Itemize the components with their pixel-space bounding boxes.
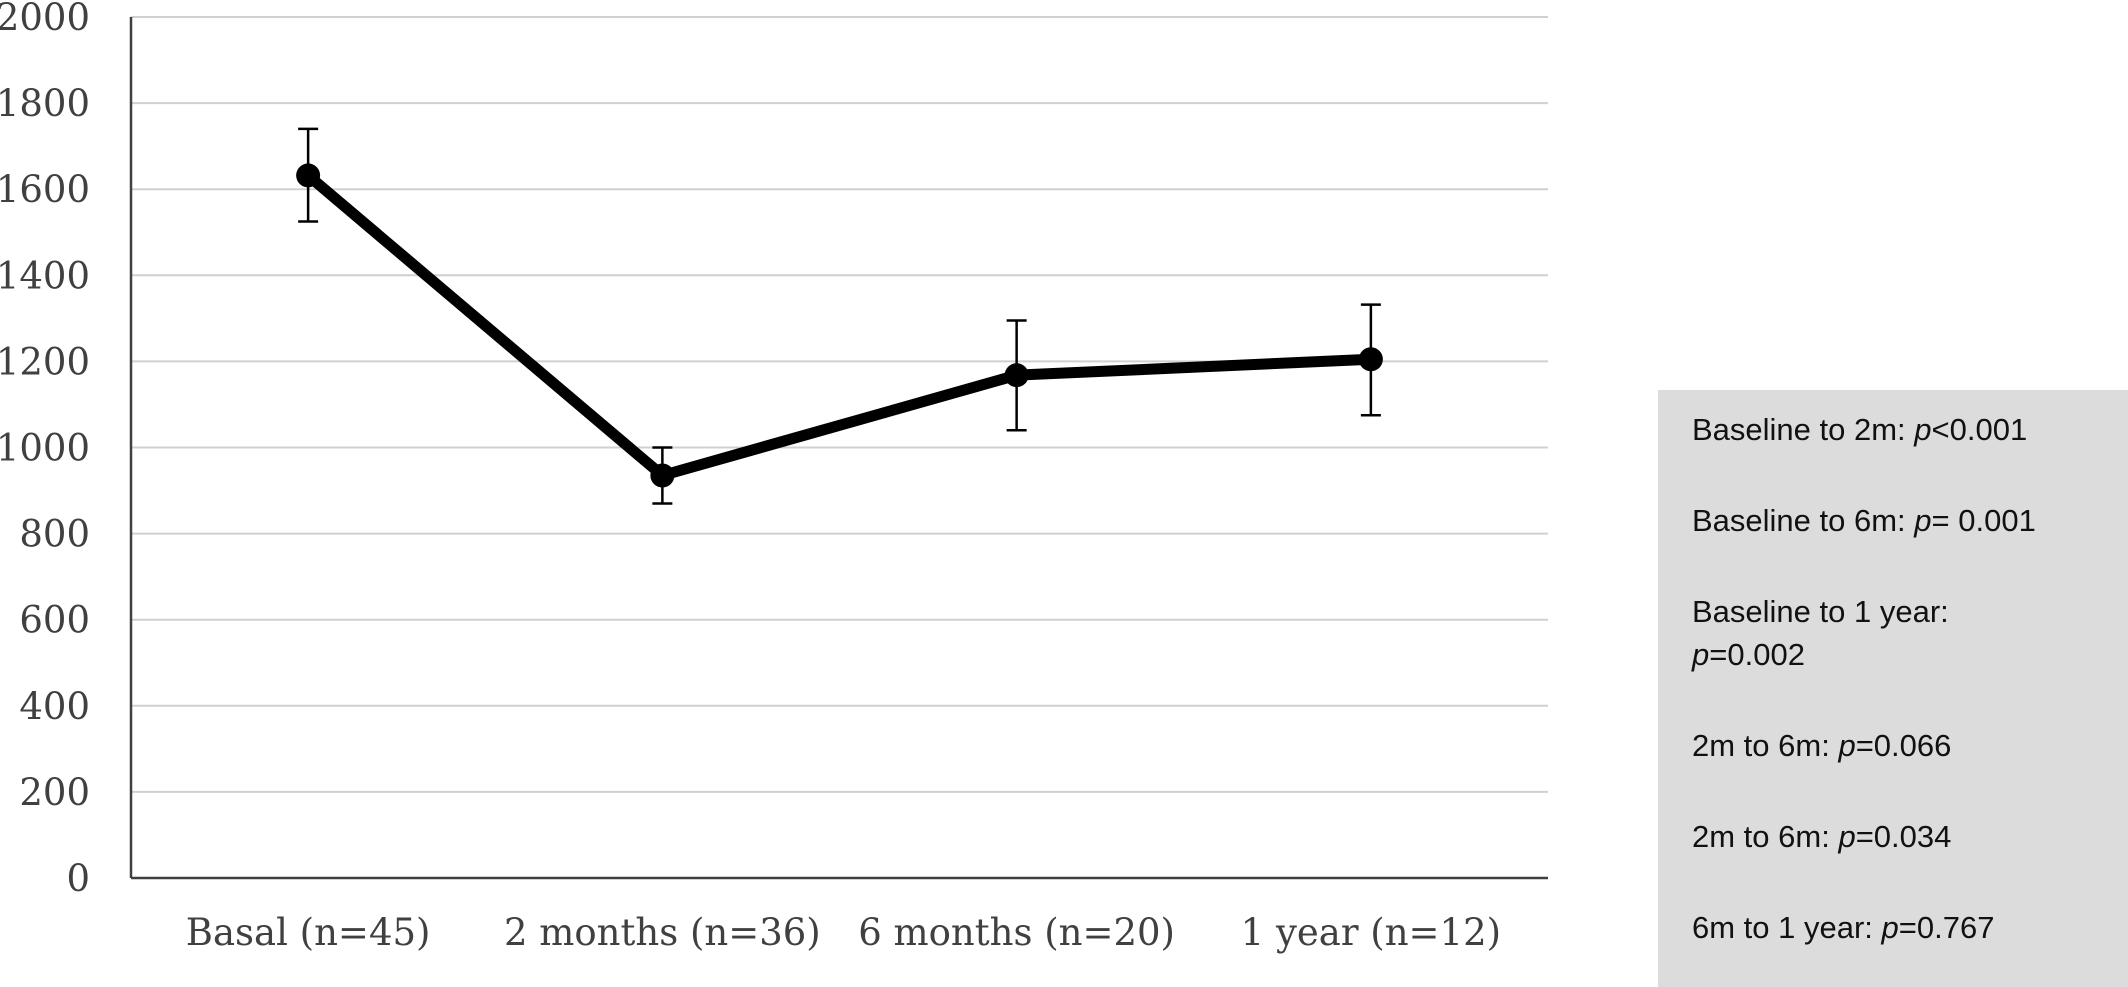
stat-line-2m-6m-b: 2m to 6m: p=0.034 — [1692, 815, 2108, 858]
stat-prefix: 2m to 6m: — [1692, 819, 1839, 854]
stat-p: p — [1881, 910, 1899, 945]
x-category-label: 6 months (n=20) — [858, 911, 1175, 954]
y-tick-label: 800 — [19, 513, 90, 556]
stat-value: <0.001 — [1931, 412, 2028, 447]
y-tick-label: 1800 — [0, 82, 90, 125]
y-tick-label: 1200 — [0, 340, 90, 383]
gridlines — [131, 16, 1548, 793]
y-tick-label: 0 — [66, 857, 90, 900]
stat-p: p — [1692, 637, 1710, 672]
stat-value: = 0.001 — [1931, 503, 2036, 538]
stat-line-6m-1y: 6m to 1 year: p=0.767 — [1692, 906, 2108, 949]
data-point — [650, 463, 675, 488]
stat-p: p — [1914, 412, 1932, 447]
stat-line-2m-6m-a: 2m to 6m: p=0.066 — [1692, 724, 2108, 767]
axes — [129, 17, 1548, 880]
stat-prefix: Baseline to 2m: — [1692, 412, 1915, 447]
data-point — [1358, 347, 1383, 372]
series-line — [302, 169, 1377, 481]
stat-value: =0.034 — [1855, 819, 1952, 854]
stat-p: p — [1838, 819, 1856, 854]
stat-prefix: 2m to 6m: — [1692, 728, 1839, 763]
y-tick-label: 2000 — [0, 0, 90, 39]
y-tick-label: 1000 — [0, 427, 90, 470]
y-tick-label: 1600 — [0, 168, 90, 211]
stat-line-baseline-2m: Baseline to 2m: p<0.001 — [1692, 408, 2108, 451]
stat-line-baseline-6m: Baseline to 6m: p= 0.001 — [1692, 499, 2108, 542]
series — [296, 127, 1383, 505]
y-tick-label: 400 — [19, 685, 90, 728]
stat-value: =0.002 — [1709, 637, 1805, 672]
x-category-label: 1 year (n=12) — [1241, 911, 1501, 954]
stat-prefix: Baseline to 1 year: — [1692, 594, 1949, 629]
stat-prefix: 6m to 1 year: — [1692, 910, 1882, 945]
y-tick-labels: 0 200 400 600 800 1000 1200 1400 1600 1800 2000 — [0, 0, 90, 900]
p-value-box: Baseline to 2m: p<0.001 Baseline to 6m: … — [1658, 390, 2128, 987]
data-point — [296, 163, 321, 188]
stat-value: =0.066 — [1855, 728, 1952, 763]
stat-line-baseline-1y: Baseline to 1 year: p=0.002 — [1692, 590, 1992, 676]
y-tick-label: 600 — [19, 599, 90, 642]
stat-value: =0.767 — [1898, 910, 1995, 945]
data-point — [1004, 363, 1029, 388]
x-category-label: Basal (n=45) — [186, 911, 431, 954]
y-tick-label: 1400 — [0, 254, 90, 297]
stat-p: p — [1914, 503, 1932, 538]
stat-p: p — [1838, 728, 1856, 763]
y-tick-label: 200 — [19, 771, 90, 814]
stat-prefix: Baseline to 6m: — [1692, 503, 1915, 538]
x-category-label: 2 months (n=36) — [504, 911, 821, 954]
x-category-labels: Basal (n=45) 2 months (n=36) 6 months (n=2… — [186, 911, 1501, 954]
